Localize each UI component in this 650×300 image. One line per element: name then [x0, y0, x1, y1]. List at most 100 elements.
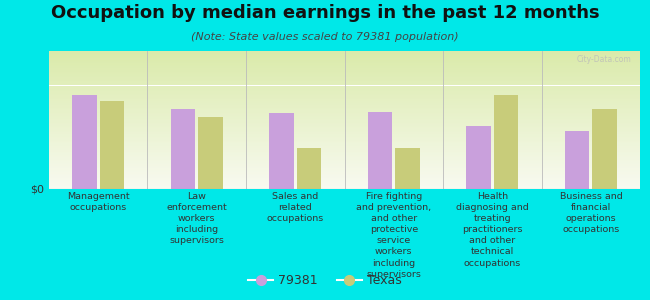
Bar: [49, 83, 640, 84]
Bar: [49, 143, 640, 145]
Text: Health
diagnosing and
treating
practitioners
and other
technical
occupations: Health diagnosing and treating practitio…: [456, 192, 528, 268]
Bar: [49, 103, 640, 105]
Bar: [49, 175, 640, 177]
Bar: [49, 164, 640, 166]
Bar: [49, 63, 640, 65]
Bar: [49, 90, 640, 91]
Bar: [49, 76, 640, 77]
Bar: [49, 120, 640, 122]
Bar: [49, 167, 640, 168]
Bar: [49, 116, 640, 117]
Bar: [49, 122, 640, 123]
Bar: [49, 171, 640, 172]
Bar: [49, 68, 640, 69]
Bar: [49, 52, 640, 54]
Bar: [592, 109, 617, 189]
Bar: [49, 135, 640, 136]
Bar: [49, 74, 640, 76]
Bar: [49, 61, 640, 62]
Bar: [49, 131, 640, 132]
Bar: [72, 95, 97, 189]
Bar: [49, 99, 640, 101]
Bar: [198, 117, 223, 189]
Text: Occupation by median earnings in the past 12 months: Occupation by median earnings in the pas…: [51, 4, 599, 22]
Bar: [49, 134, 640, 135]
Bar: [49, 55, 640, 56]
Bar: [49, 138, 640, 139]
Bar: [565, 131, 590, 189]
Bar: [49, 141, 640, 142]
Bar: [49, 79, 640, 80]
Bar: [49, 145, 640, 146]
Bar: [49, 117, 640, 119]
Bar: [49, 154, 640, 156]
Text: Management
occupations: Management occupations: [67, 192, 129, 212]
Bar: [49, 69, 640, 70]
Bar: [49, 81, 640, 83]
Bar: [49, 132, 640, 134]
Bar: [49, 77, 640, 79]
Bar: [49, 178, 640, 179]
Bar: [49, 110, 640, 112]
Bar: [49, 70, 640, 72]
Bar: [49, 91, 640, 92]
Bar: [49, 73, 640, 74]
Bar: [49, 125, 640, 127]
Bar: [49, 94, 640, 95]
Bar: [49, 123, 640, 124]
Bar: [49, 186, 640, 188]
Bar: [49, 181, 640, 182]
Bar: [49, 88, 640, 90]
Bar: [49, 172, 640, 174]
Bar: [49, 72, 640, 73]
Bar: [49, 153, 640, 154]
Text: Fire fighting
and prevention,
and other
protective
service
workers
including
sup: Fire fighting and prevention, and other …: [356, 192, 432, 279]
Bar: [49, 109, 640, 110]
Bar: [49, 177, 640, 178]
Bar: [49, 106, 640, 108]
Bar: [49, 149, 640, 150]
Bar: [49, 118, 640, 120]
Bar: [49, 170, 640, 171]
Bar: [49, 146, 640, 148]
Bar: [395, 148, 420, 189]
Bar: [49, 148, 640, 149]
Bar: [49, 65, 640, 66]
Bar: [49, 58, 640, 59]
Bar: [49, 166, 640, 167]
Bar: [49, 130, 640, 131]
Bar: [49, 85, 640, 87]
Bar: [49, 136, 640, 138]
Bar: [49, 182, 640, 184]
Bar: [49, 62, 640, 63]
Text: (Note: State values scaled to 79381 population): (Note: State values scaled to 79381 popu…: [191, 32, 459, 41]
Bar: [49, 185, 640, 186]
Bar: [49, 102, 640, 104]
Bar: [49, 127, 640, 128]
Bar: [49, 95, 640, 97]
Bar: [49, 157, 640, 159]
Bar: [49, 54, 640, 55]
Bar: [49, 161, 640, 163]
Bar: [49, 188, 640, 189]
Bar: [49, 105, 640, 106]
Bar: [170, 109, 195, 189]
Bar: [49, 66, 640, 68]
Bar: [99, 101, 124, 189]
Bar: [49, 92, 640, 94]
Bar: [494, 95, 519, 189]
Bar: [49, 179, 640, 181]
Bar: [49, 160, 640, 161]
Bar: [49, 98, 640, 99]
Bar: [49, 128, 640, 130]
Bar: [49, 184, 640, 185]
Text: City-Data.com: City-Data.com: [577, 55, 631, 64]
Bar: [49, 101, 640, 102]
Legend: 79381, Texas: 79381, Texas: [244, 269, 406, 292]
Bar: [49, 84, 640, 86]
Bar: [49, 51, 640, 52]
Text: Business and
financial
operations
occupations: Business and financial operations occupa…: [560, 192, 622, 234]
Bar: [49, 56, 640, 58]
Bar: [49, 152, 640, 153]
Bar: [296, 148, 321, 189]
